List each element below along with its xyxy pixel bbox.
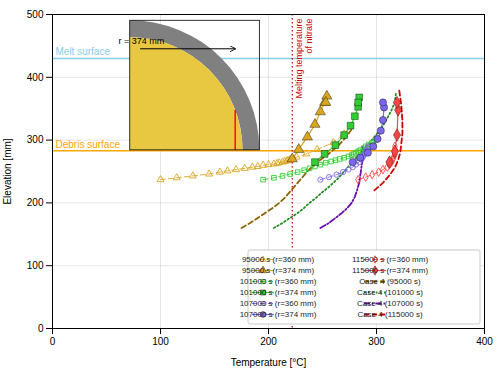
svg-text:500: 500 [27,9,44,20]
svg-text:100: 100 [152,336,169,347]
svg-text:Case 4 (95000 s): Case 4 (95000 s) [359,277,421,286]
svg-text:Elevation [mm]: Elevation [mm] [2,138,13,204]
svg-text:107000 s (r=374 mm): 107000 s (r=374 mm) [240,310,317,319]
svg-text:95000 s (r=374 mm): 95000 s (r=374 mm) [242,266,315,275]
svg-text:115000 s (r=374 mm): 115000 s (r=374 mm) [352,266,428,275]
svg-text:Temperature [°C]: Temperature [°C] [231,357,307,368]
svg-text:400: 400 [27,72,44,83]
svg-text:Melting temperatureof nitrate: Melting temperatureof nitrate [294,19,314,99]
svg-text:100: 100 [27,260,44,271]
svg-text:101000 s (r=374 mm): 101000 s (r=374 mm) [240,288,317,297]
svg-text:200: 200 [27,197,44,208]
svg-text:0: 0 [38,323,44,334]
svg-text:Debris surface: Debris surface [56,139,121,150]
svg-text:Case 4 (115000 s): Case 4 (115000 s) [357,310,423,319]
svg-text:r = 374 mm: r = 374 mm [119,36,165,46]
svg-text:115000 s (r=360 mm): 115000 s (r=360 mm) [352,255,428,264]
svg-text:300: 300 [27,134,44,145]
svg-text:Melt surface: Melt surface [56,46,111,57]
svg-text:Case 4 (101000 s): Case 4 (101000 s) [357,288,423,297]
svg-text:101000 s (r=360 mm): 101000 s (r=360 mm) [240,277,317,286]
svg-text:200: 200 [260,336,277,347]
svg-text:0: 0 [50,336,56,347]
svg-text:400: 400 [476,336,493,347]
svg-text:300: 300 [368,336,385,347]
svg-text:Case 4 (107000 s): Case 4 (107000 s) [357,299,423,308]
svg-text:95000 s (r=360 mm): 95000 s (r=360 mm) [242,255,315,264]
svg-text:107000 s (r=360 mm): 107000 s (r=360 mm) [240,299,317,308]
